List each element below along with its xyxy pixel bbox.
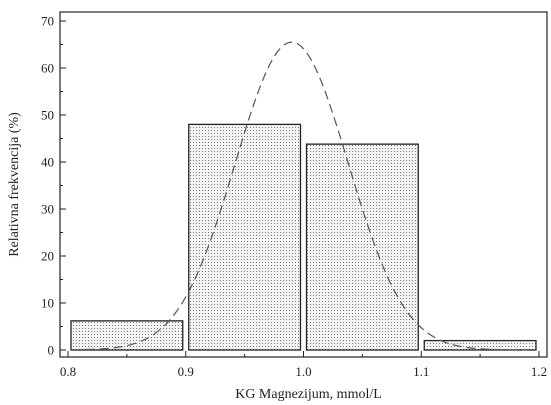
plot-frame — [59, 11, 548, 358]
normal-fit-curve — [85, 41, 528, 351]
y-axis-label: Relativna frekvencija (%) — [7, 112, 22, 257]
y-tick-label: 60 — [41, 61, 54, 76]
y-tick-label: 10 — [41, 296, 54, 311]
bar-3 — [305, 143, 419, 351]
y-tick-label: 70 — [41, 14, 54, 29]
bar-4 — [423, 339, 537, 351]
bar-1 — [70, 320, 184, 351]
y-tick-label: 0 — [48, 343, 55, 358]
y-tick-label: 20 — [41, 249, 54, 264]
y-tick-marks — [60, 20, 66, 351]
y-tick-label: 30 — [41, 202, 54, 217]
bars-group — [70, 123, 537, 351]
x-tick-labels: 0.8 0.9 1.0 1.1 1.2 — [60, 364, 547, 379]
y-tick-label: 50 — [41, 108, 54, 123]
x-tick-label: 0.8 — [60, 364, 76, 379]
x-tick-label: 0.9 — [178, 364, 194, 379]
x-tick-label: 1.2 — [531, 364, 547, 379]
y-tick-label: 40 — [41, 155, 54, 170]
x-tick-label: 1.1 — [413, 364, 429, 379]
x-axis-label: KG Magnezijum, mmol/L — [235, 387, 382, 402]
bar-2 — [188, 123, 302, 351]
y-tick-labels: 0 10 20 30 40 50 60 70 — [41, 14, 54, 358]
x-tick-marks — [67, 351, 540, 357]
x-tick-label: 1.0 — [295, 364, 311, 379]
